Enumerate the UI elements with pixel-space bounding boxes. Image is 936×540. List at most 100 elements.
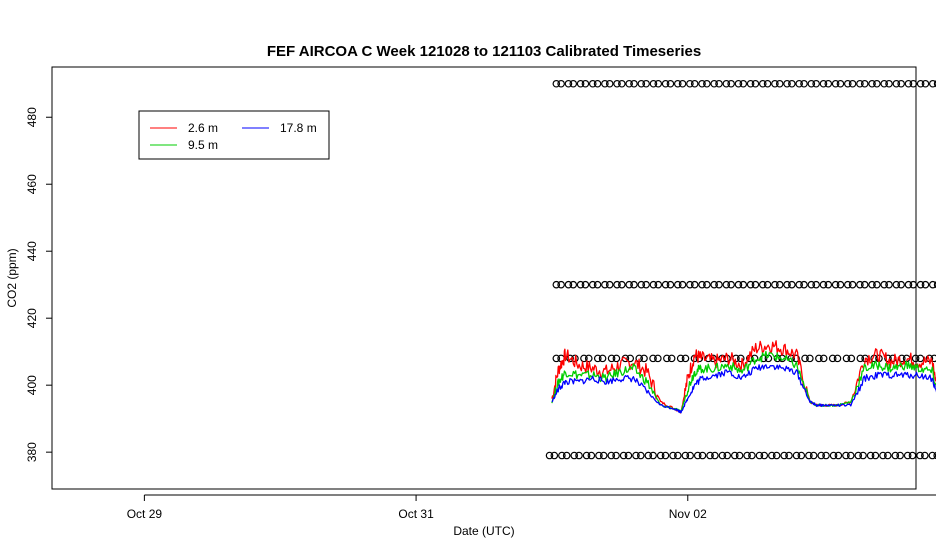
marker-point xyxy=(856,79,864,88)
marker-point xyxy=(703,280,711,289)
plot-frame xyxy=(51,66,917,490)
marker-point xyxy=(588,79,597,88)
marker-point xyxy=(828,354,837,363)
marker-point xyxy=(788,280,796,289)
marker-point xyxy=(812,79,820,88)
marker-point xyxy=(847,354,856,363)
marker-point xyxy=(836,79,845,88)
marker-point xyxy=(806,354,814,363)
marker-point xyxy=(824,79,833,88)
marker-point xyxy=(618,280,626,289)
marker-point xyxy=(715,280,723,289)
marker-point xyxy=(601,79,609,88)
marker-point xyxy=(897,79,905,88)
marker-point xyxy=(718,451,727,460)
marker-point xyxy=(824,280,833,289)
marker-point xyxy=(758,280,767,289)
marker-point xyxy=(860,79,869,88)
marker-point xyxy=(642,79,650,88)
marker-point xyxy=(916,451,924,460)
marker-point xyxy=(569,280,578,289)
marker-point xyxy=(743,451,751,460)
marker-point xyxy=(751,280,760,289)
marker-point xyxy=(690,280,699,289)
marker-point xyxy=(669,451,677,460)
marker-point xyxy=(642,280,650,289)
marker-point xyxy=(649,451,657,460)
marker-point xyxy=(829,451,838,460)
marker-point xyxy=(581,280,590,289)
marker-point xyxy=(663,354,671,363)
y-tick-label: 380 xyxy=(25,442,39,462)
marker-point xyxy=(630,79,638,88)
series-line-9-5-m xyxy=(551,350,936,413)
marker-point xyxy=(703,79,711,88)
y-tick-label: 420 xyxy=(25,308,39,328)
marker-point xyxy=(800,79,808,88)
marker-point xyxy=(860,280,869,289)
marker-point xyxy=(921,451,929,460)
marker-point xyxy=(715,79,723,88)
marker-point xyxy=(710,79,718,88)
marker-point xyxy=(637,79,646,88)
marker-point xyxy=(656,451,665,460)
x-tick-label: Oct 31 xyxy=(398,507,434,521)
marker-point xyxy=(775,280,784,289)
marker-point xyxy=(613,280,621,289)
marker-point xyxy=(735,451,744,460)
series-line-17-8-m xyxy=(551,364,936,414)
legend-label-2-6m: 2.6 m xyxy=(188,121,218,135)
marker-point xyxy=(678,280,687,289)
marker-point xyxy=(768,451,776,460)
marker-point xyxy=(807,280,816,289)
legend-label-9-5m: 9.5 m xyxy=(188,138,218,152)
marker-point xyxy=(921,280,930,289)
marker-point xyxy=(649,79,658,88)
marker-point xyxy=(618,79,626,88)
marker-point xyxy=(564,280,573,289)
marker-point xyxy=(632,451,640,460)
marker-point xyxy=(557,280,565,289)
marker-point xyxy=(885,79,893,88)
marker-point xyxy=(601,280,609,289)
marker-point xyxy=(783,79,791,88)
marker-point xyxy=(706,451,714,460)
marker-point xyxy=(866,451,875,460)
marker-point xyxy=(792,451,801,460)
legend-label-17-8m: 17.8 m xyxy=(280,121,317,135)
marker-point xyxy=(690,79,699,88)
marker-point xyxy=(812,280,820,289)
marker-point xyxy=(722,280,731,289)
marker-point xyxy=(780,451,788,460)
marker-point xyxy=(666,280,675,289)
marker-point xyxy=(673,79,682,88)
marker-point xyxy=(916,280,925,289)
marker-point xyxy=(751,79,760,88)
marker-point xyxy=(760,451,769,460)
marker-point xyxy=(673,280,682,289)
marker-point xyxy=(775,79,784,88)
series-lines xyxy=(551,340,936,414)
marker-point xyxy=(552,354,561,363)
marker-point xyxy=(763,79,772,88)
marker-point xyxy=(831,79,840,88)
marker-point xyxy=(836,280,845,289)
marker-point xyxy=(595,451,603,460)
marker-point xyxy=(566,354,574,363)
marker-point xyxy=(883,451,892,460)
marker-point xyxy=(815,354,823,363)
marker-point xyxy=(819,79,828,88)
marker-point xyxy=(891,451,900,460)
marker-point xyxy=(892,79,901,88)
marker-point xyxy=(575,451,583,460)
marker-point xyxy=(785,451,793,460)
marker-point xyxy=(933,80,936,88)
marker-point xyxy=(605,79,614,88)
marker-point xyxy=(763,280,772,289)
marker-point xyxy=(613,79,621,88)
marker-point xyxy=(843,280,852,289)
marker-point xyxy=(581,79,590,88)
marker-point xyxy=(654,354,662,363)
marker-point xyxy=(661,79,670,88)
